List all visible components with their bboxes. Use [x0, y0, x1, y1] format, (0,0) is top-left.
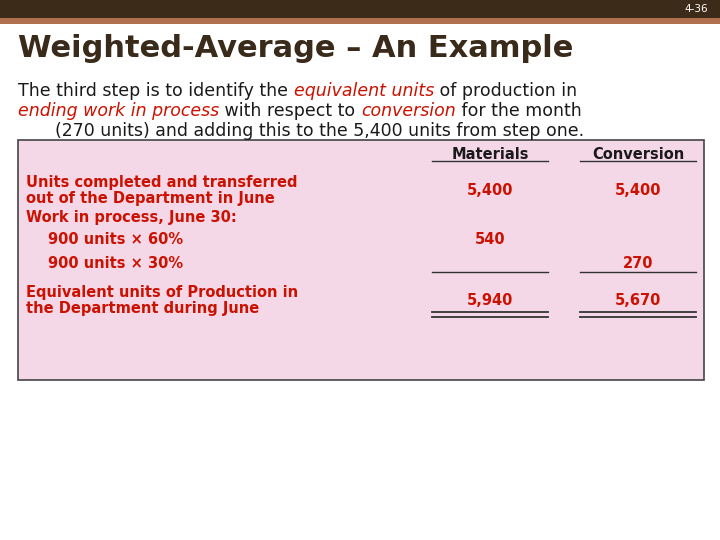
Text: of production in: of production in [433, 82, 577, 100]
Text: the Department during June: the Department during June [26, 301, 259, 316]
Text: equivalent units: equivalent units [294, 82, 433, 100]
Text: out of the Department in June: out of the Department in June [26, 191, 275, 206]
Text: Conversion: Conversion [592, 147, 684, 162]
Text: Units completed and transferred: Units completed and transferred [26, 175, 297, 190]
Bar [0, 0, 720, 18]
Text: Equivalent units of Production in: Equivalent units of Production in [26, 285, 298, 300]
Text: 900 units × 30%: 900 units × 30% [48, 256, 183, 271]
Text: 270: 270 [623, 256, 653, 271]
Bar [18, 140, 704, 380]
Text: Work in process, June 30:: Work in process, June 30: [26, 210, 237, 225]
Text: 5,670: 5,670 [615, 293, 661, 308]
Text: Weighted-Average – An Example: Weighted-Average – An Example [18, 34, 573, 63]
Text: for the month: for the month [456, 102, 581, 120]
Bar [0, 18, 720, 24]
Text: 5,400: 5,400 [467, 183, 513, 198]
Text: (270 units) and adding this to the 5,400 units from step one.: (270 units) and adding this to the 5,400… [55, 122, 584, 140]
Text: with respect to: with respect to [219, 102, 361, 120]
Text: 540: 540 [474, 232, 505, 247]
Text: 4-36: 4-36 [685, 4, 708, 14]
Text: 5,940: 5,940 [467, 293, 513, 308]
Text: conversion: conversion [361, 102, 456, 120]
Text: 900 units × 60%: 900 units × 60% [48, 232, 183, 247]
Text: The third step is to identify the: The third step is to identify the [18, 82, 294, 100]
Text: ending work in process: ending work in process [18, 102, 219, 120]
Text: Materials: Materials [451, 147, 528, 162]
Text: 5,400: 5,400 [615, 183, 661, 198]
